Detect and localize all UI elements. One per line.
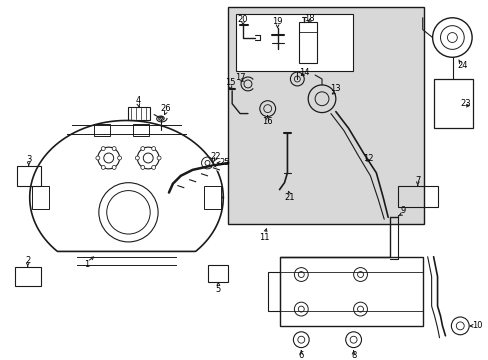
Text: 6: 6: [298, 351, 304, 360]
Text: 15: 15: [224, 78, 235, 87]
Circle shape: [151, 147, 155, 150]
Text: 17: 17: [234, 72, 245, 81]
Text: 21: 21: [284, 193, 294, 202]
Bar: [433, 79, 472, 129]
Circle shape: [112, 147, 116, 150]
Circle shape: [141, 166, 144, 170]
Bar: [17, 166, 41, 186]
Text: 9: 9: [400, 206, 405, 215]
Text: 13: 13: [330, 84, 341, 93]
Text: 2: 2: [25, 256, 30, 265]
Bar: [15, 267, 41, 286]
Circle shape: [96, 156, 100, 160]
Bar: [236, 14, 352, 71]
Bar: [94, 125, 109, 136]
Circle shape: [151, 166, 155, 170]
Text: 12: 12: [363, 153, 373, 162]
Bar: [397, 186, 437, 207]
Text: 24: 24: [456, 61, 467, 70]
Text: 16: 16: [262, 117, 272, 126]
Bar: [203, 186, 221, 210]
Circle shape: [101, 166, 105, 170]
Bar: [133, 125, 149, 136]
Text: 14: 14: [298, 68, 309, 77]
Text: 10: 10: [471, 321, 482, 330]
Bar: [228, 7, 423, 224]
Circle shape: [141, 147, 144, 150]
Circle shape: [157, 156, 161, 160]
Text: 19: 19: [272, 17, 282, 26]
Bar: [267, 271, 279, 311]
Text: 11: 11: [259, 233, 269, 242]
Text: 4: 4: [136, 96, 141, 105]
Text: 3: 3: [26, 156, 31, 165]
Bar: [208, 265, 228, 283]
Text: 7: 7: [414, 176, 420, 185]
Bar: [32, 186, 49, 210]
Text: 22: 22: [210, 152, 220, 161]
Text: 1: 1: [84, 260, 89, 269]
Text: 8: 8: [350, 351, 356, 360]
Bar: [128, 107, 150, 121]
Text: 18: 18: [303, 14, 314, 23]
Text: 5: 5: [215, 285, 221, 294]
Circle shape: [118, 156, 122, 160]
Bar: [279, 257, 422, 326]
Circle shape: [135, 156, 139, 160]
Text: 25: 25: [219, 158, 229, 167]
Circle shape: [101, 147, 105, 150]
Text: 26: 26: [161, 104, 171, 113]
Text: 23: 23: [459, 99, 469, 108]
Circle shape: [112, 166, 116, 170]
Bar: [299, 22, 316, 63]
Text: 20: 20: [237, 15, 248, 24]
